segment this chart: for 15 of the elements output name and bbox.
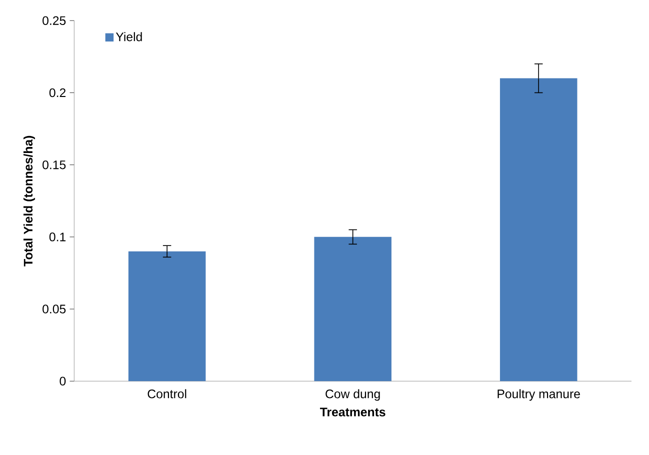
y-tick-label: 0.05 xyxy=(42,304,66,314)
y-tick-label: 0 xyxy=(60,376,66,386)
bar xyxy=(500,78,578,381)
y-tick-label: 0.1 xyxy=(49,232,66,242)
y-tick-label: 0.15 xyxy=(42,160,66,170)
x-tick-label: Poultry manure xyxy=(498,389,580,401)
bar xyxy=(128,251,206,381)
x-tick-label: Cow dung xyxy=(326,389,380,401)
y-axis-title: Total Yield (tonnes/ha) xyxy=(23,136,36,266)
bar xyxy=(314,236,392,381)
y-tick-label: 0.25 xyxy=(42,16,66,25)
x-tick-label: Control xyxy=(148,389,186,398)
x-axis-title: Treatments xyxy=(320,408,386,416)
legend-label: Yield xyxy=(116,32,142,42)
y-tick-label: 0.2 xyxy=(49,88,66,97)
